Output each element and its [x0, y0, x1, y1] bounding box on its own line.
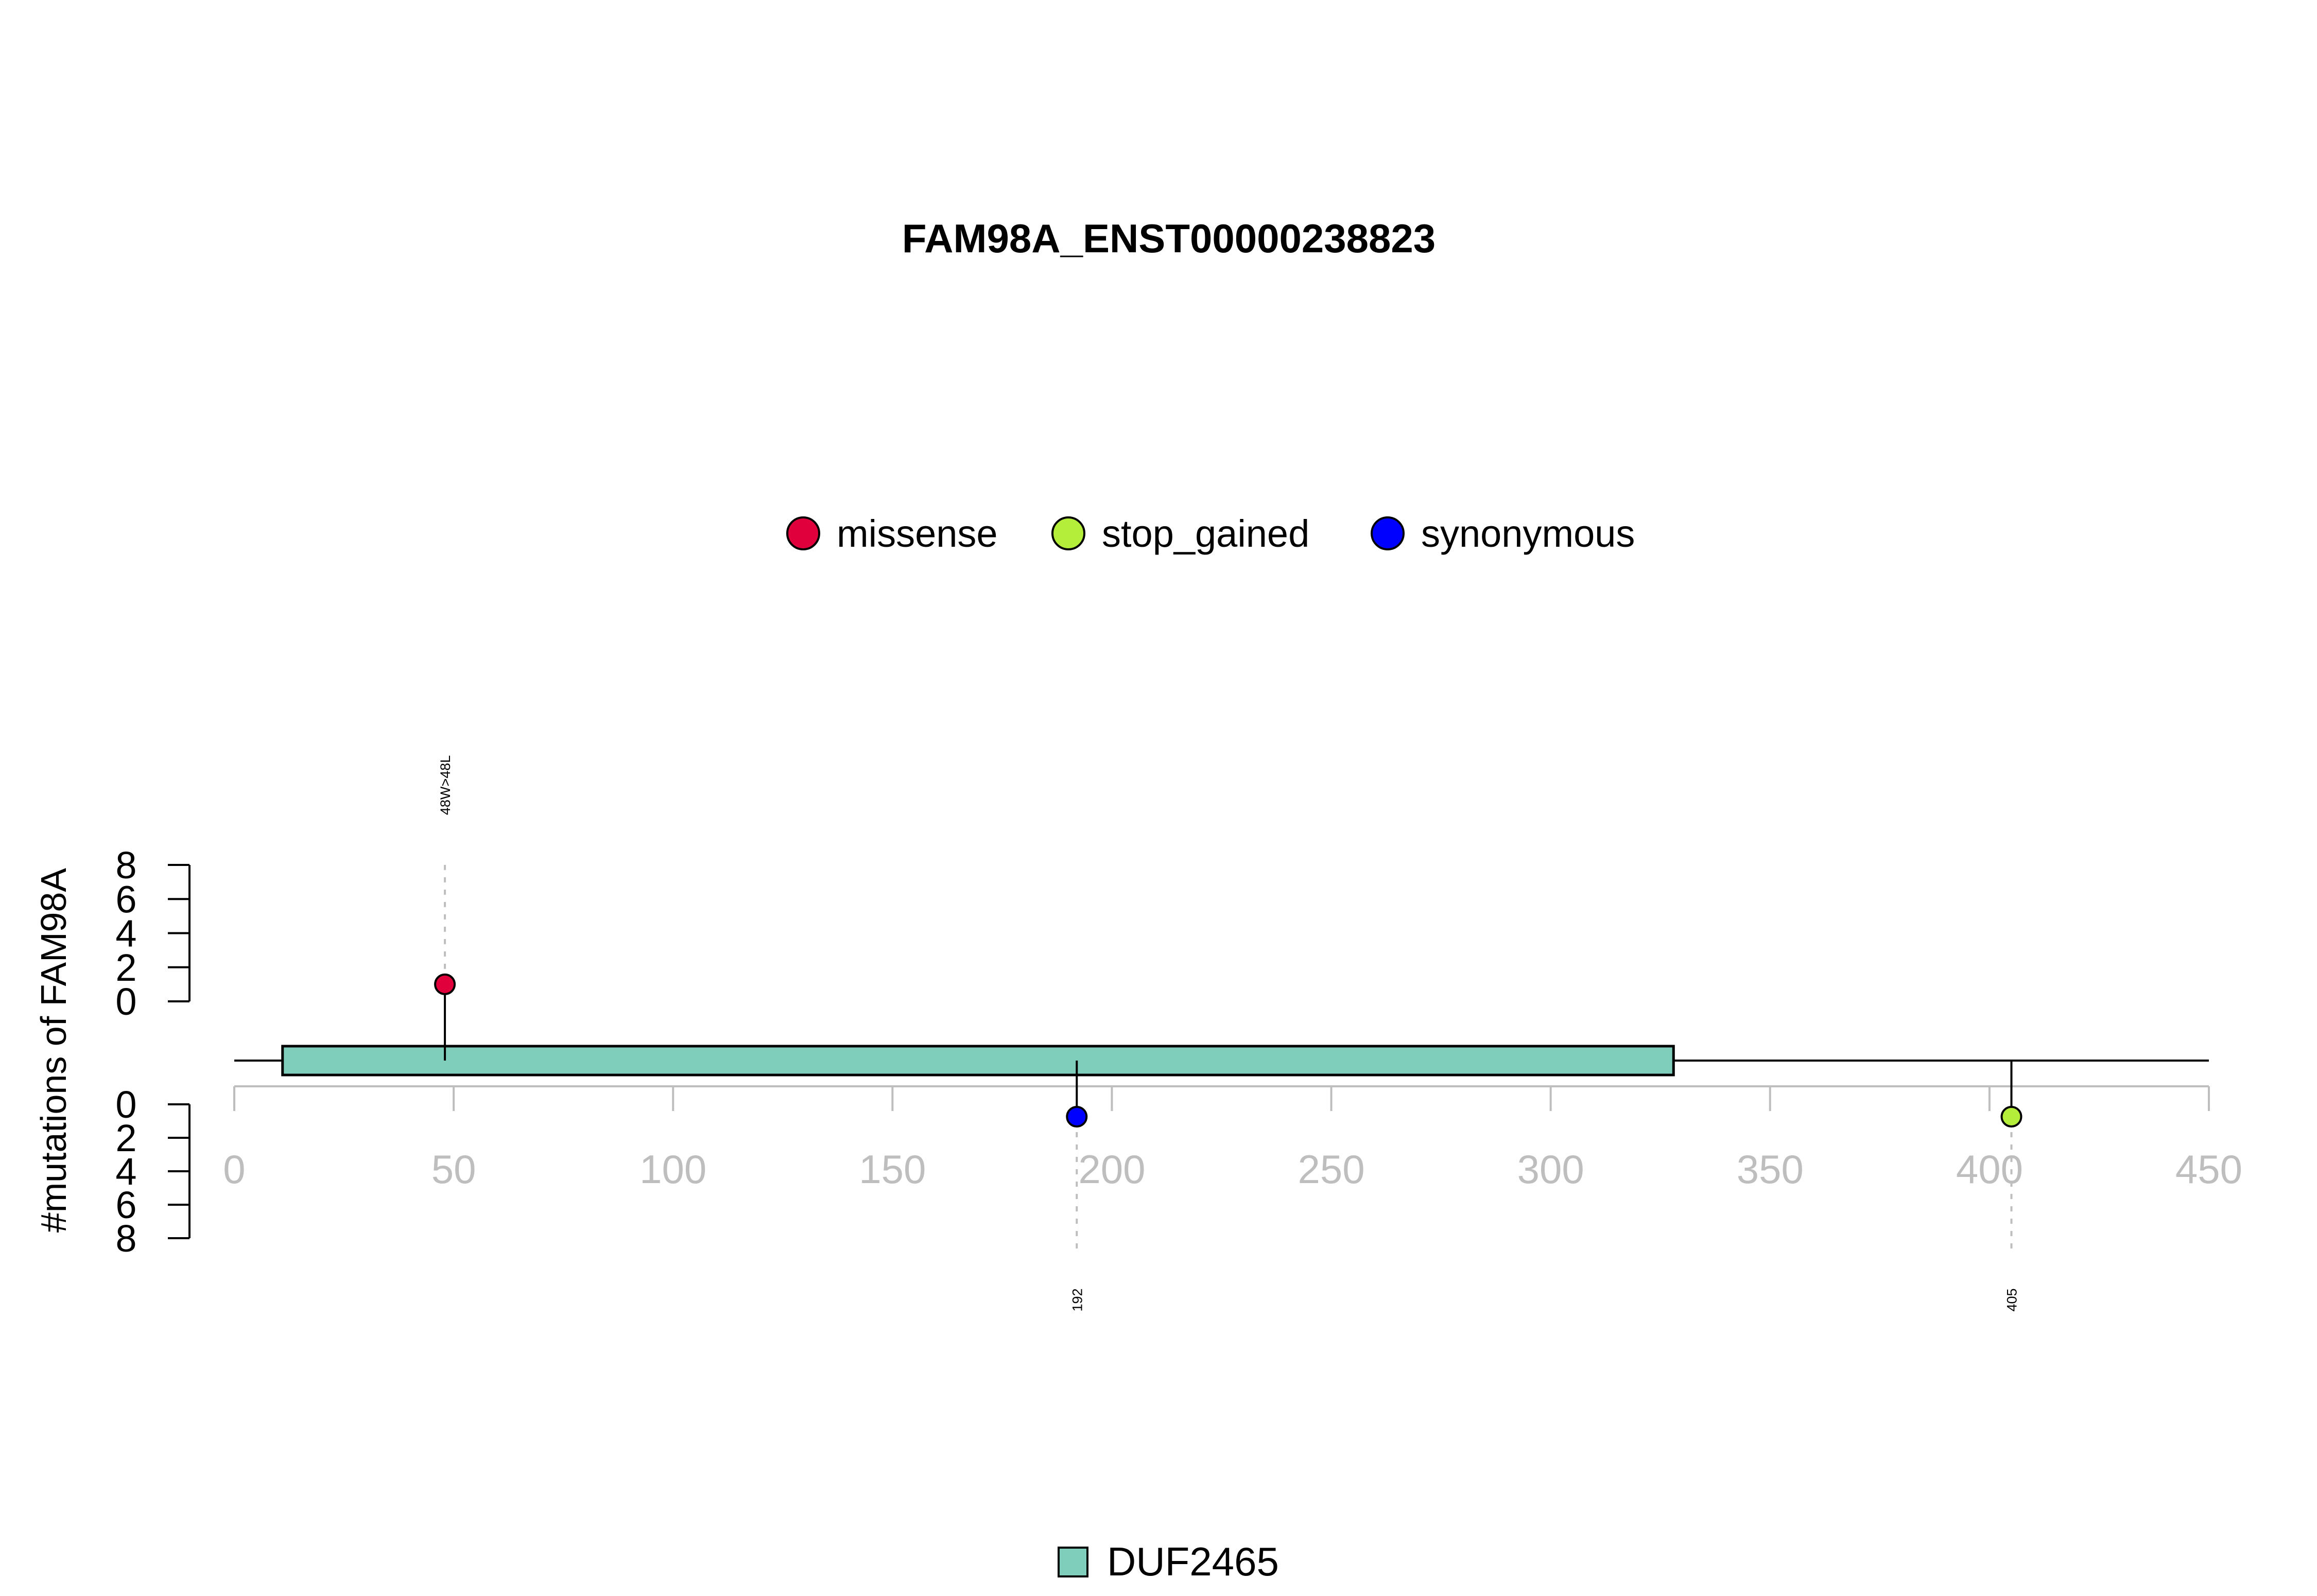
lollipop-head-missense	[434, 973, 456, 995]
lollipop-head-synonymous	[1066, 1106, 1088, 1127]
legend-label-synonymous: synonymous	[1421, 512, 1635, 555]
x-tick-label: 350	[1737, 1147, 1804, 1192]
bottom-y-tick-label: 8	[115, 1217, 136, 1260]
domain-legend-swatch	[1058, 1547, 1088, 1577]
domain-legend-label: DUF2465	[1107, 1539, 1279, 1584]
legend-marker-stop_gained	[1051, 516, 1085, 550]
top-y-tick-label: 4	[115, 912, 136, 955]
x-tick-label: 450	[2175, 1147, 2242, 1192]
legend-marker-missense	[786, 516, 820, 550]
mutation-legend: missense stop_gained synonymous	[786, 512, 1635, 555]
top-y-tick-label: 2	[115, 946, 136, 989]
x-axis: 0 50 100 150 200 250 300 350 400 450	[223, 1085, 2242, 1192]
chart-title: FAM98A_ENST00000238823	[902, 216, 1436, 261]
y-axis-label: #mutations of FAM98A	[33, 868, 74, 1233]
bottom-y-tick-label: 6	[115, 1184, 136, 1226]
x-tick-label: 300	[1517, 1147, 1584, 1192]
top-y-tick-label: 6	[115, 878, 136, 921]
domain-layer	[281, 1045, 1675, 1077]
lollipop-layer: 48W>48L 192 405	[434, 755, 2022, 1312]
x-tick-label: 150	[859, 1147, 926, 1192]
bottom-y-tick-label: 2	[115, 1117, 136, 1159]
x-tick-label: 200	[1078, 1147, 1145, 1192]
x-tick-label: 50	[431, 1147, 476, 1192]
mutation-label: 48W>48L	[438, 755, 453, 815]
bottom-y-tick-label: 0	[115, 1083, 136, 1126]
x-tick-label: 400	[1956, 1147, 2023, 1192]
domain-legend: DUF2465	[1058, 1539, 1279, 1584]
legend-label-missense: missense	[837, 512, 998, 555]
mutation-label: 192	[1069, 1288, 1085, 1311]
lollipop-head-stop_gained	[2000, 1106, 2022, 1127]
legend-label-stop_gained: stop_gained	[1102, 512, 1309, 555]
mutation-label: 405	[2004, 1288, 2020, 1311]
x-tick-label: 100	[639, 1147, 706, 1192]
x-tick-label: 250	[1298, 1147, 1364, 1192]
legend-marker-synonymous	[1371, 516, 1405, 550]
top-y-tick-label: 0	[115, 980, 136, 1023]
domain-DUF2465	[281, 1045, 1675, 1077]
top-y-tick-label: 8	[115, 844, 136, 887]
bottom-y-tick-label: 4	[115, 1150, 136, 1193]
x-tick-label: 0	[223, 1147, 245, 1192]
